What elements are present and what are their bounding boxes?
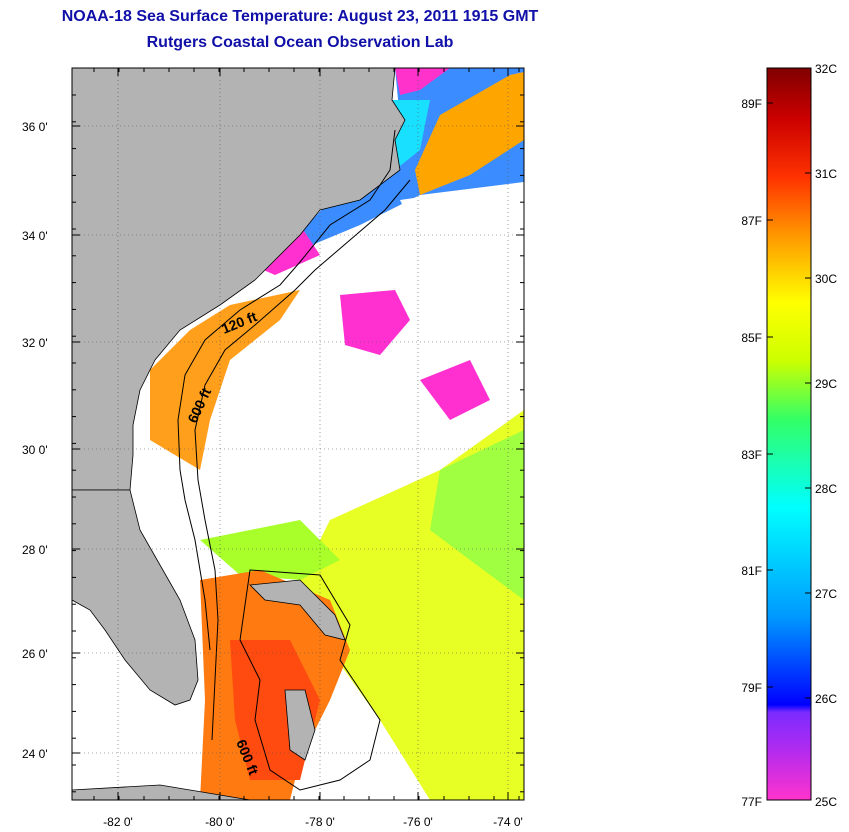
lon-label: -82 0' [103, 815, 133, 829]
sst-image [72, 68, 524, 800]
celsius-label: 26C [815, 692, 837, 706]
graticule [72, 68, 524, 800]
colorbar [766, 67, 812, 801]
celsius-label: 29C [815, 377, 837, 391]
lon-label: -74 0' [493, 815, 523, 829]
fahrenheit-label: 79F [741, 681, 762, 695]
land-grand-bahama [249, 579, 346, 641]
colorbar-ticks [767, 67, 811, 801]
lat-label: 32 0' [22, 336, 48, 350]
colorbar-fahrenheit-labels: 89F 87F 85F 83F 81F 79F 77F [741, 97, 762, 809]
land-florida-peninsula [72, 489, 199, 706]
lon-label: -78 0' [305, 815, 335, 829]
contour-600ft [194, 179, 411, 741]
lat-label: 28 0' [22, 543, 48, 557]
celsius-label: 31C [815, 167, 837, 181]
lat-label: 24 0' [22, 747, 48, 761]
fahrenheit-label: 77F [741, 795, 762, 809]
map-title: NOAA-18 Sea Surface Temperature: August … [61, 8, 539, 25]
celsius-label: 32C [815, 62, 837, 76]
sst-field-magenta-patch [340, 290, 410, 355]
fahrenheit-label: 83F [741, 448, 762, 462]
colorbar-celsius-labels: 32C 31C 30C 29C 28C 27C 26C 25C [815, 62, 837, 809]
celsius-label: 27C [815, 587, 837, 601]
lat-label: 30 0' [22, 443, 48, 457]
lon-label: -80 0' [205, 815, 235, 829]
sst-field-north-orange [415, 72, 524, 195]
sst-field-carolina-orange [150, 290, 300, 470]
land-cuba-edge [72, 784, 251, 800]
fahrenheit-label: 89F [741, 97, 762, 111]
sst-field-magenta-patch-3 [420, 360, 490, 420]
celsius-label: 30C [815, 272, 837, 286]
longitude-labels: -82 0' -80 0' -78 0' -76 0' -74 0' [103, 815, 523, 829]
fahrenheit-label: 81F [741, 564, 762, 578]
land-andros-island [284, 689, 316, 761]
latitude-labels: 36 0' 34 0' 32 0' 30 0' 28 0' 26 0' 24 0… [22, 120, 48, 761]
celsius-label: 28C [815, 482, 837, 496]
sst-field-gulfstream-green [200, 520, 340, 580]
land-southeast-us [72, 68, 406, 491]
fahrenheit-label: 87F [741, 214, 762, 228]
axis-ticks [72, 68, 524, 800]
contour-bahamas [239, 569, 381, 791]
celsius-label: 25C [815, 795, 837, 809]
fahrenheit-label: 85F [741, 331, 762, 345]
map-frame [71, 67, 525, 801]
map-subtitle: Rutgers Coastal Ocean Observation Lab [146, 34, 454, 51]
lat-label: 36 0' [22, 120, 48, 134]
contour-120ft [177, 129, 396, 651]
lat-label: 26 0' [22, 647, 48, 661]
lat-label: 34 0' [22, 229, 48, 243]
lon-label: -76 0' [403, 815, 433, 829]
sst-field-offshore-green [430, 430, 524, 600]
data-gap-stripe [400, 182, 524, 210]
sst-field-north-magenta [395, 68, 450, 95]
